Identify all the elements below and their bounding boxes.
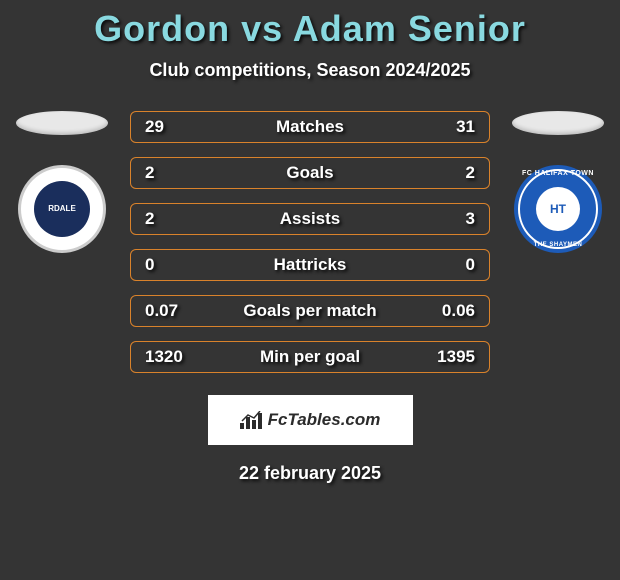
stat-label: Goals per match [243, 301, 376, 321]
right-club-crest-ring: FC HALIFAX TOWN HT THE SHAYMEN [518, 169, 598, 249]
stat-left-value: 1320 [145, 347, 195, 367]
stat-right-value: 1395 [425, 347, 475, 367]
stat-label: Goals [286, 163, 333, 183]
right-player-column: FC HALIFAX TOWN HT THE SHAYMEN [508, 111, 608, 253]
stats-table: 29 Matches 31 2 Goals 2 2 Assists 3 0 Ha… [130, 111, 490, 373]
main-row: RDALE 29 Matches 31 2 Goals 2 2 Assists … [0, 111, 620, 373]
right-club-crest: FC HALIFAX TOWN HT THE SHAYMEN [514, 165, 602, 253]
stat-right-value: 0.06 [425, 301, 475, 321]
brand-badge: FcTables.com [208, 395, 413, 445]
stat-label: Matches [276, 117, 344, 137]
stat-row: 1320 Min per goal 1395 [130, 341, 490, 373]
brand-text: FcTables.com [268, 410, 381, 430]
stat-right-value: 2 [425, 163, 475, 183]
stat-left-value: 2 [145, 163, 195, 183]
right-player-avatar-placeholder [512, 111, 604, 135]
stat-row: 0.07 Goals per match 0.06 [130, 295, 490, 327]
stat-right-value: 0 [425, 255, 475, 275]
left-club-crest: RDALE [18, 165, 106, 253]
stat-right-value: 31 [425, 117, 475, 137]
page-title: Gordon vs Adam Senior [0, 8, 620, 50]
left-player-avatar-placeholder [16, 111, 108, 135]
chart-icon [240, 411, 262, 429]
stat-left-value: 0.07 [145, 301, 195, 321]
date-label: 22 february 2025 [0, 463, 620, 484]
stat-label: Assists [280, 209, 340, 229]
left-club-crest-label: RDALE [34, 181, 90, 237]
stat-row: 0 Hattricks 0 [130, 249, 490, 281]
right-club-crest-label: HT [536, 187, 580, 231]
stat-label: Min per goal [260, 347, 360, 367]
right-club-name-top: FC HALIFAX TOWN [522, 170, 594, 177]
stat-left-value: 29 [145, 117, 195, 137]
right-club-name-bottom: THE SHAYMEN [534, 242, 583, 248]
stat-left-value: 2 [145, 209, 195, 229]
stat-row: 2 Goals 2 [130, 157, 490, 189]
stat-label: Hattricks [274, 255, 347, 275]
stat-left-value: 0 [145, 255, 195, 275]
left-player-column: RDALE [12, 111, 112, 253]
page-subtitle: Club competitions, Season 2024/2025 [0, 60, 620, 81]
stat-row: 2 Assists 3 [130, 203, 490, 235]
comparison-card: Gordon vs Adam Senior Club competitions,… [0, 0, 620, 484]
stat-right-value: 3 [425, 209, 475, 229]
stat-row: 29 Matches 31 [130, 111, 490, 143]
